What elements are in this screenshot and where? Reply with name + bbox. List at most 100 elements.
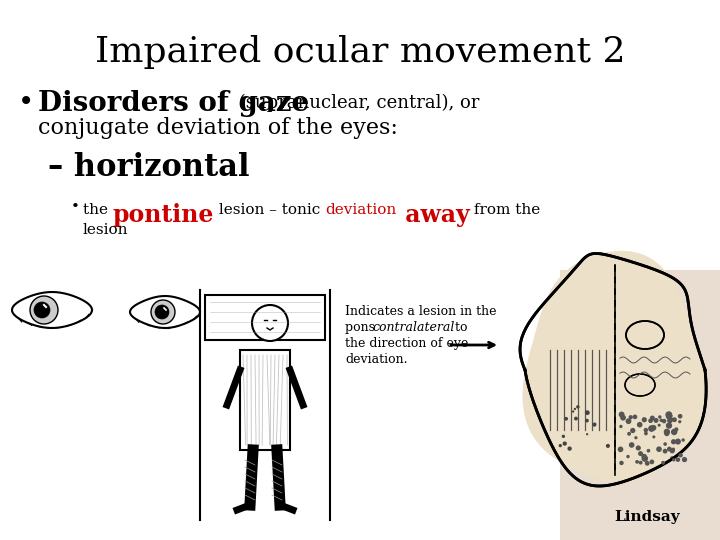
Circle shape [682, 457, 687, 462]
Circle shape [627, 432, 631, 436]
Circle shape [644, 428, 648, 433]
Circle shape [629, 442, 634, 448]
Text: the direction of eye: the direction of eye [345, 337, 469, 350]
Circle shape [629, 415, 633, 420]
Circle shape [606, 444, 610, 448]
Text: Lindsay: Lindsay [614, 510, 680, 524]
Circle shape [664, 431, 670, 436]
Circle shape [670, 448, 675, 454]
Circle shape [593, 424, 596, 427]
Text: (supranuclear, central), or: (supranuclear, central), or [233, 94, 480, 112]
Circle shape [630, 428, 636, 433]
Text: away: away [397, 203, 469, 227]
Polygon shape [205, 295, 325, 340]
Circle shape [618, 411, 624, 417]
Circle shape [626, 418, 631, 424]
Text: •: • [71, 200, 80, 214]
Circle shape [665, 411, 672, 418]
Text: pons: pons [345, 321, 379, 334]
Circle shape [567, 447, 572, 451]
Circle shape [30, 296, 58, 324]
Circle shape [619, 461, 624, 465]
Circle shape [619, 425, 623, 428]
Circle shape [672, 448, 675, 451]
Circle shape [651, 425, 657, 431]
Circle shape [671, 429, 678, 435]
Circle shape [650, 416, 654, 421]
Circle shape [642, 417, 647, 422]
Circle shape [675, 457, 680, 462]
Text: Impaired ocular movement 2: Impaired ocular movement 2 [95, 35, 625, 69]
Text: conjugate deviation of the eyes:: conjugate deviation of the eyes: [38, 117, 398, 139]
Circle shape [667, 447, 672, 451]
Circle shape [649, 427, 653, 430]
Circle shape [572, 410, 575, 413]
Circle shape [672, 458, 675, 462]
Circle shape [618, 447, 624, 452]
Text: lesion – tonic: lesion – tonic [215, 203, 325, 217]
Circle shape [667, 417, 672, 423]
Text: Indicates a lesion in the: Indicates a lesion in the [345, 305, 497, 318]
Circle shape [574, 417, 578, 421]
Circle shape [658, 415, 662, 418]
Circle shape [671, 439, 676, 444]
Circle shape [585, 410, 590, 415]
Polygon shape [560, 270, 720, 540]
Circle shape [681, 438, 685, 442]
Circle shape [637, 422, 642, 428]
Circle shape [593, 422, 596, 427]
Circle shape [576, 405, 580, 409]
Circle shape [664, 429, 670, 435]
Text: – horizontal: – horizontal [48, 152, 250, 183]
Circle shape [562, 441, 567, 445]
Circle shape [661, 461, 665, 465]
Circle shape [626, 455, 630, 458]
Circle shape [670, 414, 672, 417]
Circle shape [564, 417, 568, 421]
Circle shape [660, 418, 663, 422]
Circle shape [647, 449, 650, 453]
Circle shape [678, 414, 683, 418]
Text: deviation.: deviation. [345, 353, 408, 366]
Text: from the: from the [469, 203, 541, 217]
Circle shape [656, 447, 662, 452]
Circle shape [642, 454, 647, 459]
Circle shape [586, 433, 588, 435]
Circle shape [638, 451, 643, 456]
Circle shape [662, 419, 666, 423]
Circle shape [674, 427, 678, 431]
Circle shape [634, 436, 637, 440]
Text: deviation: deviation [325, 203, 397, 217]
Circle shape [620, 415, 626, 421]
Circle shape [669, 417, 673, 421]
Circle shape [652, 435, 655, 438]
Circle shape [678, 453, 683, 457]
Circle shape [672, 417, 677, 422]
Circle shape [666, 415, 670, 419]
Text: pontine: pontine [113, 203, 215, 227]
Polygon shape [523, 252, 708, 482]
Circle shape [648, 418, 653, 423]
Circle shape [654, 418, 659, 423]
Text: the: the [83, 203, 113, 217]
Polygon shape [523, 252, 708, 482]
Circle shape [675, 438, 681, 444]
Circle shape [644, 431, 648, 435]
Circle shape [559, 444, 562, 447]
Circle shape [642, 455, 648, 462]
Circle shape [34, 302, 50, 318]
Circle shape [678, 420, 681, 423]
Circle shape [151, 300, 175, 324]
Circle shape [649, 460, 654, 464]
Circle shape [657, 424, 661, 427]
Circle shape [670, 456, 675, 461]
Circle shape [252, 305, 288, 341]
Circle shape [666, 422, 672, 429]
Text: to: to [451, 321, 467, 334]
Text: contralateral: contralateral [372, 321, 454, 334]
Text: •: • [18, 90, 35, 117]
Circle shape [636, 446, 641, 450]
Circle shape [155, 305, 169, 319]
Circle shape [585, 418, 589, 422]
Text: lesion: lesion [83, 223, 128, 237]
